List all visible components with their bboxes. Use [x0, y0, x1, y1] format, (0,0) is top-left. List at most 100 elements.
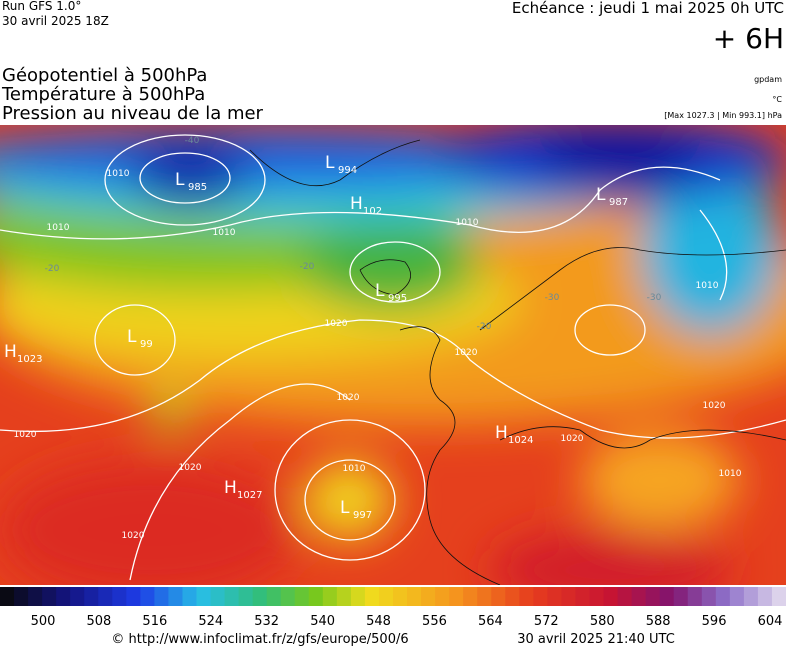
- isobar-label: 1020: [179, 463, 202, 473]
- colorbar-swatch: [491, 587, 506, 606]
- colorbar-swatch: [350, 587, 366, 606]
- colorbar: 500 508 516 524 532 540 548 556 564 572 580 588 596 6…: [0, 587, 786, 629]
- coastlines: [249, 139, 786, 585]
- colorbar-tick-label: 508: [87, 614, 112, 629]
- colorbar-swatch: [252, 587, 268, 606]
- temperature-label: -20: [300, 262, 315, 272]
- center-value: 99: [140, 339, 153, 350]
- colorbar-swatch: [98, 587, 113, 606]
- colorbar-swatch: [238, 587, 254, 606]
- run-label: Run GFS 1.0°: [2, 0, 81, 13]
- colorbar-swatch: [126, 587, 141, 606]
- center-letter: L: [325, 153, 335, 173]
- isobar-label: 1020: [325, 319, 348, 329]
- colorbar-swatch: [280, 587, 296, 606]
- colorbar-swatch: [505, 587, 520, 606]
- colorbar-swatch: [659, 587, 675, 606]
- isobar-label: 1010: [213, 228, 236, 238]
- colorbar-swatch: [266, 587, 282, 606]
- colorbar-swatch: [547, 587, 562, 606]
- colorbar-swatch: [364, 587, 380, 606]
- isobar-label: 1020: [337, 393, 360, 403]
- isobar-label: 1020: [122, 531, 145, 541]
- colorbar-tick-label: 548: [366, 614, 391, 629]
- colorbar-tick-label: 580: [590, 614, 615, 629]
- center-value: 995: [388, 293, 407, 304]
- colorbar-swatch: [673, 587, 689, 606]
- colorbar-swatch: [154, 587, 169, 606]
- colorbar-swatch: [56, 587, 71, 606]
- center-value: 1023: [17, 354, 42, 365]
- unit-pressure: [Max 1027.3 | Min 993.1] hPa: [664, 111, 782, 120]
- colorbar-swatch: [603, 587, 619, 606]
- colorbar-swatch: [729, 587, 745, 606]
- colorbar-swatch: [589, 587, 605, 606]
- colorbar-swatch: [575, 587, 590, 606]
- colorbar-swatch: [294, 587, 310, 606]
- colorbar-tick-label: 516: [142, 614, 167, 629]
- colorbar-swatch: [336, 587, 352, 606]
- colorbar-swatch: [393, 587, 408, 606]
- colorbar-swatch: [757, 587, 773, 606]
- unit-geopotential: gpdam: [754, 75, 782, 84]
- isobar-label: 1010: [456, 218, 479, 228]
- title-temperature: Température à 500hPa: [1, 84, 205, 105]
- center-letter: L: [175, 170, 185, 190]
- colorbar-swatch: [0, 587, 15, 606]
- footer-timestamp: 30 avril 2025 21:40 UTC: [517, 632, 675, 647]
- title-pressure: Pression au niveau de la mer: [2, 103, 264, 124]
- isobar-label: 1010: [47, 223, 70, 233]
- colorbar-swatch: [743, 587, 759, 606]
- colorbar-swatch: [715, 587, 731, 606]
- temperature-label: -30: [545, 293, 560, 303]
- center-value: 102: [363, 206, 382, 217]
- colorbar-swatch: [196, 587, 212, 606]
- temperature-label: -40: [185, 136, 200, 146]
- colorbar-swatch: [224, 587, 240, 606]
- colorbar-tick-label: 572: [534, 614, 559, 629]
- step: + 6H: [713, 22, 784, 55]
- colorbar-tick-label: 524: [198, 614, 223, 629]
- center-value: 1027: [237, 490, 262, 501]
- colorbar-swatch: [308, 587, 324, 606]
- colorbar-swatch: [210, 587, 226, 606]
- center-letter: H: [495, 423, 508, 443]
- colorbar-swatch: [435, 587, 450, 606]
- center-letter: L: [596, 185, 606, 205]
- colorbar-swatch: [687, 587, 703, 606]
- colorbar-tick-label: 556: [422, 614, 447, 629]
- colorbar-swatch: [533, 587, 548, 606]
- center-letter: H: [350, 194, 363, 214]
- title-geopotential: Géopotentiel à 500hPa: [2, 65, 207, 86]
- colorbar-tick-label: 540: [310, 614, 335, 629]
- temperature-label: -30: [647, 293, 662, 303]
- isobar-label: 1010: [343, 464, 366, 474]
- center-value: 997: [353, 510, 372, 521]
- colorbar-swatch: [378, 587, 394, 606]
- colorbar-swatch: [477, 587, 492, 606]
- colorbar-swatch: [449, 587, 464, 606]
- colorbar-swatch: [42, 587, 57, 606]
- colorbar-swatch: [519, 587, 534, 606]
- colorbar-tick-label: 596: [702, 614, 727, 629]
- run-date: 30 avril 2025 18Z: [2, 14, 109, 28]
- center-letter: L: [340, 498, 350, 518]
- center-letter: L: [375, 281, 385, 301]
- temperature-label: -20: [45, 264, 60, 274]
- colorbar-swatch: [84, 587, 99, 606]
- isobar-label: 1020: [561, 434, 584, 444]
- center-value: 1024: [508, 435, 533, 446]
- isobar-label: 1020: [14, 430, 37, 440]
- colorbar-swatch: [463, 587, 478, 606]
- colorbar-swatch: [182, 587, 197, 606]
- colorbar-swatch: [112, 587, 127, 606]
- center-value: 994: [338, 165, 357, 176]
- colorbar-swatch: [701, 587, 717, 606]
- temperature-label: -20: [477, 322, 492, 332]
- isobar-label: 1010: [719, 469, 742, 479]
- colorbar-swatch: [631, 587, 647, 606]
- isobar-label: 1010: [696, 281, 719, 291]
- colorbar-tick-label: 532: [254, 614, 279, 629]
- colorbar-swatch: [14, 587, 29, 606]
